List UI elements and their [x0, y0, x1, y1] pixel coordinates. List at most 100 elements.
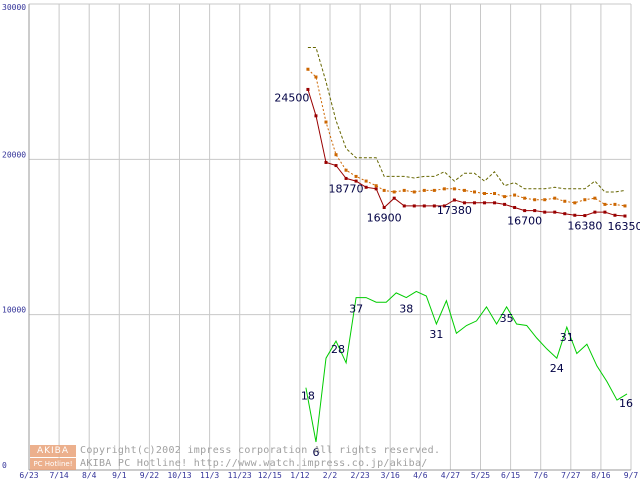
data-label: 37	[349, 303, 363, 316]
data-label-layer: 24500 18770 16900 17380 16700 16380 16350 18 6 28…	[274, 91, 640, 459]
point-price-avg	[442, 187, 446, 191]
x-tick-label: 4/27	[441, 471, 460, 480]
point-price-min	[573, 213, 577, 217]
data-label: 24	[550, 362, 564, 375]
point-price-avg	[533, 198, 537, 202]
akiba-logo: AKIBA	[30, 445, 76, 457]
data-label: 6	[312, 446, 319, 459]
point-price-min	[422, 204, 426, 208]
point-price-avg	[314, 75, 318, 79]
x-tick-label: 7/27	[561, 471, 580, 480]
point-price-avg	[563, 199, 567, 203]
y-tick-label: 10000	[2, 306, 26, 315]
point-price-avg	[623, 204, 627, 208]
y-tick-label: 30000	[2, 3, 26, 12]
point-price-avg	[306, 67, 310, 71]
point-price-min	[324, 160, 328, 164]
point-price-min	[306, 87, 310, 91]
x-tick-label: 7/14	[49, 471, 68, 480]
data-label: 38	[399, 303, 413, 316]
point-price-min	[603, 210, 607, 214]
point-price-avg	[432, 188, 436, 192]
data-label: 31	[560, 331, 574, 344]
point-price-min	[563, 212, 567, 216]
series-line-shop-count	[305, 290, 628, 443]
point-price-min	[442, 204, 446, 208]
x-tick-label: 8/4	[82, 471, 97, 480]
x-tick-label: 2/23	[350, 471, 369, 480]
point-price-avg	[374, 184, 378, 188]
data-label: 16	[619, 397, 633, 410]
x-tick-label: 11/23	[228, 471, 252, 480]
point-price-avg	[523, 196, 527, 200]
x-tick-label: 6/15	[501, 471, 520, 480]
y-tick-label: 0	[2, 461, 7, 470]
point-price-min	[472, 201, 476, 205]
x-tick-label: 9/22	[140, 471, 159, 480]
point-price-avg	[603, 202, 607, 206]
y-tick-label: 20000	[2, 150, 26, 159]
point-price-avg	[573, 201, 577, 205]
point-price-avg	[493, 192, 497, 196]
point-price-avg	[483, 192, 487, 196]
point-price-min	[432, 204, 436, 208]
x-tick-label: 9/7	[624, 471, 639, 480]
point-price-min	[583, 214, 587, 218]
point-price-min	[392, 196, 396, 200]
point-price-avg	[543, 198, 547, 202]
point-price-min	[354, 179, 358, 183]
x-tick-label: 9/1	[112, 471, 127, 480]
data-label: 16900	[367, 211, 402, 224]
data-label: 31	[429, 328, 443, 341]
point-price-min	[493, 201, 497, 205]
point-price-avg	[382, 188, 386, 192]
data-label: 35	[500, 312, 514, 325]
point-price-avg	[462, 188, 466, 192]
data-label: 16350	[607, 220, 640, 233]
point-price-avg	[334, 153, 338, 157]
x-tick-label: 6/23	[19, 471, 38, 480]
x-tick-label: 1/12	[290, 471, 309, 480]
x-tick-label: 11/3	[200, 471, 219, 480]
point-price-avg	[344, 168, 348, 172]
point-price-avg	[392, 190, 396, 194]
grid	[28, 3, 632, 471]
point-price-min	[374, 187, 378, 191]
point-price-min	[412, 204, 416, 208]
x-tick-label: 3/16	[381, 471, 400, 480]
x-tick-label: 12/15	[258, 471, 282, 480]
point-price-avg	[503, 195, 507, 199]
point-price-min	[513, 205, 517, 209]
point-price-min	[462, 201, 466, 205]
point-price-min	[593, 210, 597, 214]
copyright-text: Copyright(c)2002 impress corporation All…	[80, 445, 441, 456]
series-line-price-avg	[307, 68, 626, 207]
point-price-avg	[354, 174, 358, 178]
point-price-min	[523, 209, 527, 213]
pc-hotline-logo: PC Hotline!	[30, 458, 76, 470]
point-price-avg	[324, 120, 328, 124]
point-price-avg	[422, 188, 426, 192]
data-label: 28	[331, 343, 345, 356]
copyright-credit: AKIBA PC Hotline! Copyright(c)2002 impre…	[30, 445, 510, 471]
x-tick-label: 10/13	[167, 471, 191, 480]
point-price-avg	[513, 193, 517, 197]
data-label: 16700	[507, 215, 542, 228]
point-price-min	[402, 204, 406, 208]
point-price-avg	[593, 196, 597, 200]
data-label: 17380	[437, 204, 472, 217]
data-label: 18	[301, 390, 315, 403]
point-price-min	[344, 176, 348, 180]
series-layer	[305, 47, 628, 443]
point-price-min	[452, 198, 456, 202]
x-tick-label: 4/6	[413, 471, 428, 480]
point-price-min	[314, 114, 318, 118]
point-price-min	[334, 164, 338, 168]
point-price-min	[613, 213, 617, 217]
point-price-min	[543, 210, 547, 214]
point-price-min	[623, 214, 627, 218]
point-price-avg	[412, 190, 416, 194]
x-tick-label: 2/2	[323, 471, 338, 480]
data-label: 18770	[329, 182, 364, 195]
